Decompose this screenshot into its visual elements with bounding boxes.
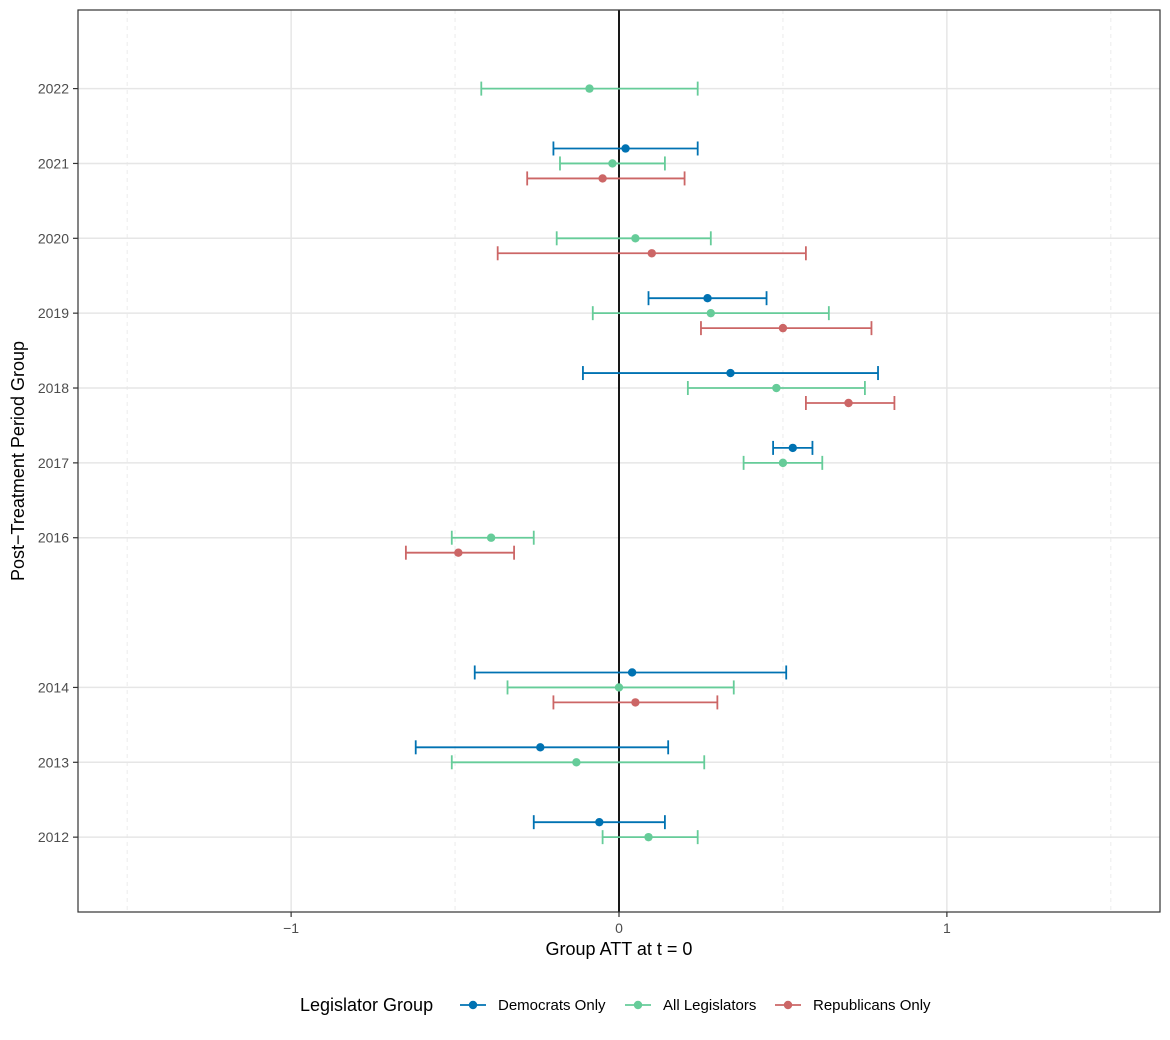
point-estimate <box>772 383 781 393</box>
errorbar-all-legislators-2016 <box>450 530 535 545</box>
point-estimate <box>627 668 637 677</box>
errorbar-all-legislators-2021 <box>559 156 666 171</box>
point-estimate <box>585 84 594 93</box>
errorbar-republicans-only-2018 <box>804 395 896 410</box>
errorbar-democrats-only-2017 <box>772 440 814 455</box>
point-estimate <box>706 308 716 318</box>
errorbar-republicans-only-2016 <box>404 545 515 560</box>
legend-label: Democrats Only <box>498 997 606 1014</box>
errorbar-democrats-only-2018 <box>582 366 879 381</box>
point-estimate <box>788 443 797 453</box>
errorbar-democrats-only-2012 <box>532 815 666 830</box>
point-estimate <box>631 234 640 243</box>
legend-item-all-legislators: All Legislators <box>625 997 756 1014</box>
legend-label: All Legislators <box>663 997 756 1014</box>
y-tick-label: 2019 <box>38 305 69 321</box>
errorbar-all-legislators-2017 <box>742 455 824 470</box>
errorbar-republicans-only-2014 <box>552 695 719 710</box>
point-estimate <box>608 159 617 168</box>
x-axis-ticks: −1 0 1 <box>283 912 951 936</box>
point-estimate <box>644 832 653 842</box>
errorbar-all-legislators-2018 <box>686 381 866 396</box>
errorbar-all-legislators-2014 <box>506 680 735 695</box>
errorbar-republicans-only-2019 <box>700 321 873 336</box>
point-estimate <box>778 458 788 468</box>
y-axis-title: Post−Treatment Period Group <box>8 341 28 581</box>
legend-item-republicans-only: Republicans Only <box>775 997 931 1014</box>
point-estimate <box>595 817 604 827</box>
point-estimate <box>647 249 656 258</box>
y-tick-label: 2022 <box>38 81 69 97</box>
point-estimate <box>844 398 853 408</box>
point-estimate <box>486 533 496 542</box>
point-estimate <box>726 368 735 378</box>
y-axis-ticks: 2012 2013 2014 2016 2017 2018 2019 2020 2021 2022 <box>38 81 78 845</box>
y-tick-label: 2018 <box>38 380 69 396</box>
y-tick-label: 2012 <box>38 829 69 845</box>
y-tick-label: 2017 <box>38 455 69 471</box>
point-estimate <box>598 174 607 183</box>
y-tick-label: 2021 <box>38 155 69 171</box>
errorbar-all-legislators-2020 <box>555 231 712 246</box>
point-estimate <box>572 758 581 767</box>
legend-key-point <box>783 1000 793 1010</box>
point-estimate <box>703 293 712 303</box>
data-marks <box>404 81 896 845</box>
point-estimate <box>614 683 624 692</box>
errorbar-democrats-only-2021 <box>552 141 699 156</box>
point-estimate <box>778 323 788 333</box>
y-tick-label: 2013 <box>38 754 69 770</box>
legend-item-democrats-only: Democrats Only <box>460 997 606 1014</box>
legend-title: Legislator Group <box>300 995 433 1015</box>
x-axis-title: Group ATT at t = 0 <box>546 939 693 959</box>
errorbar-republicans-only-2021 <box>526 171 686 186</box>
point-estimate <box>536 743 545 752</box>
legend-key-point <box>468 1000 478 1010</box>
x-tick-label: −1 <box>283 920 299 936</box>
point-estimate <box>621 144 630 153</box>
point-estimate <box>631 698 640 707</box>
errorbar-democrats-only-2014 <box>473 665 788 680</box>
errorbar-all-legislators-2019 <box>591 306 830 321</box>
x-tick-label: 1 <box>943 920 951 936</box>
errorbar-republicans-only-2020 <box>496 246 807 261</box>
y-tick-label: 2016 <box>38 530 69 546</box>
point-estimate <box>454 548 463 557</box>
errorbar-democrats-only-2013 <box>414 740 670 755</box>
legend-key-point <box>633 1000 643 1010</box>
legend-label: Republicans Only <box>813 997 931 1014</box>
y-tick-label: 2020 <box>38 230 69 246</box>
y-tick-label: 2014 <box>38 679 69 695</box>
x-tick-label: 0 <box>615 920 623 936</box>
legend: Legislator Group Democrats Only All Legis… <box>300 995 931 1015</box>
errorbar-all-legislators-2013 <box>450 755 706 770</box>
errorbar-democrats-only-2019 <box>647 291 768 306</box>
errorbar-all-legislators-2012 <box>601 830 699 845</box>
errorbar-all-legislators-2022 <box>480 81 699 96</box>
